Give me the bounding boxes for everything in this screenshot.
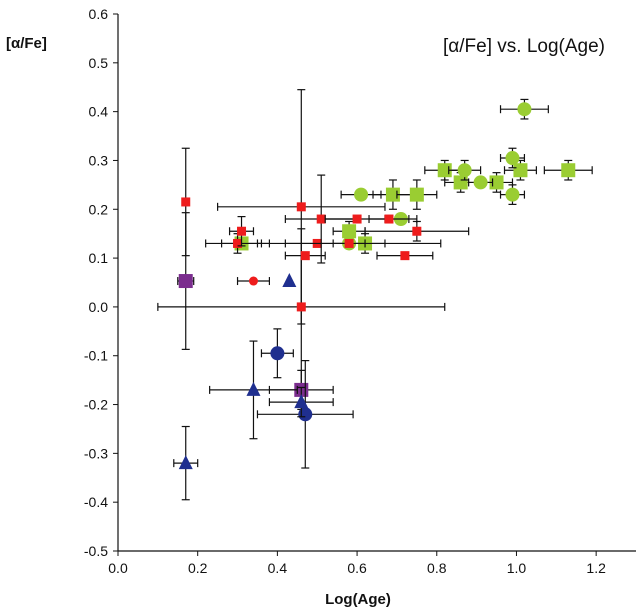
circle-marker xyxy=(270,346,285,361)
x-tick-label: 1.0 xyxy=(507,560,527,576)
y-tick-label: 0.0 xyxy=(89,299,109,315)
circle-marker xyxy=(517,102,532,117)
y-tick-label: 0.2 xyxy=(89,201,109,217)
data-point xyxy=(368,214,410,224)
x-tick-label: 1.2 xyxy=(586,560,606,576)
triangle-marker xyxy=(246,381,261,396)
data-point xyxy=(177,212,195,350)
y-tick-label: -0.1 xyxy=(84,348,108,364)
data-point xyxy=(282,273,297,288)
y-tick-label: 0.5 xyxy=(89,55,109,71)
square-marker xyxy=(181,197,191,207)
data-point xyxy=(209,340,298,440)
y-axis-title: [α/Fe] xyxy=(6,35,47,52)
square-marker xyxy=(561,163,576,178)
chart-title: [α/Fe] vs. Log(Age) xyxy=(443,36,605,57)
circle-marker xyxy=(505,151,520,166)
x-tick-label: 0.8 xyxy=(427,560,447,576)
data-points xyxy=(157,89,593,501)
x-tick-label: 0.0 xyxy=(108,560,128,576)
square-marker xyxy=(513,163,528,178)
data-point xyxy=(503,159,537,181)
data-point xyxy=(256,238,442,248)
data-point xyxy=(448,159,482,181)
square-marker xyxy=(342,224,357,239)
circle-marker xyxy=(457,163,472,178)
square-marker xyxy=(409,187,424,202)
square-marker xyxy=(296,202,306,212)
data-point xyxy=(173,425,199,501)
data-point xyxy=(268,386,334,418)
data-point xyxy=(499,184,526,205)
data-point xyxy=(499,147,526,169)
x-tick-label: 0.4 xyxy=(268,560,288,576)
x-tick-label: 0.6 xyxy=(347,560,367,576)
data-point xyxy=(468,175,494,190)
data-point xyxy=(228,215,255,247)
triangle-marker xyxy=(282,273,297,288)
triangle-marker xyxy=(294,394,309,409)
circle-marker xyxy=(298,407,313,422)
data-point xyxy=(332,220,366,242)
y-tick-label: 0.4 xyxy=(89,104,109,120)
circle-marker xyxy=(473,175,488,190)
y-tick-label: -0.3 xyxy=(84,445,108,461)
data-point xyxy=(543,159,593,181)
data-point xyxy=(284,251,326,261)
data-point xyxy=(396,179,438,210)
y-tick-label: 0.3 xyxy=(89,152,109,168)
x-tick-label: 0.2 xyxy=(188,560,208,576)
square-marker xyxy=(237,226,247,236)
plot-frame xyxy=(117,14,636,552)
square-marker xyxy=(300,251,310,261)
square-marker xyxy=(453,175,468,190)
x-axis-ticks: 0.0 0.2 0.4 0.6 0.8 1.0 1.2 xyxy=(108,551,606,576)
y-tick-label: 0.6 xyxy=(89,6,109,22)
y-axis-ticks: 0.6 0.5 0.4 0.3 0.2 0.1 0.0 -0.1 -0.2 -0.3 -0.4 -0.… xyxy=(84,6,118,559)
data-point xyxy=(236,276,271,286)
y-tick-label: -0.2 xyxy=(84,397,108,413)
square-marker xyxy=(178,274,193,289)
square-marker xyxy=(412,226,422,236)
data-point xyxy=(260,328,294,379)
square-marker xyxy=(384,214,394,224)
data-point xyxy=(340,187,382,202)
circle-marker xyxy=(354,187,369,202)
y-tick-label: 0.1 xyxy=(89,250,109,266)
square-marker xyxy=(233,238,243,248)
x-axis-title: Log(Age) xyxy=(325,591,391,608)
square-marker xyxy=(400,251,410,261)
square-marker xyxy=(352,214,362,224)
y-tick-label: -0.4 xyxy=(84,494,108,510)
triangle-marker xyxy=(178,455,193,470)
data-point xyxy=(364,220,470,242)
y-tick-label: -0.5 xyxy=(84,543,108,559)
data-point xyxy=(376,251,434,261)
square-marker xyxy=(344,238,354,248)
data-point xyxy=(499,98,549,120)
data-point xyxy=(256,360,354,469)
circle-marker xyxy=(248,276,258,286)
square-marker xyxy=(296,302,306,312)
circle-marker xyxy=(505,187,520,202)
square-marker xyxy=(316,214,326,224)
